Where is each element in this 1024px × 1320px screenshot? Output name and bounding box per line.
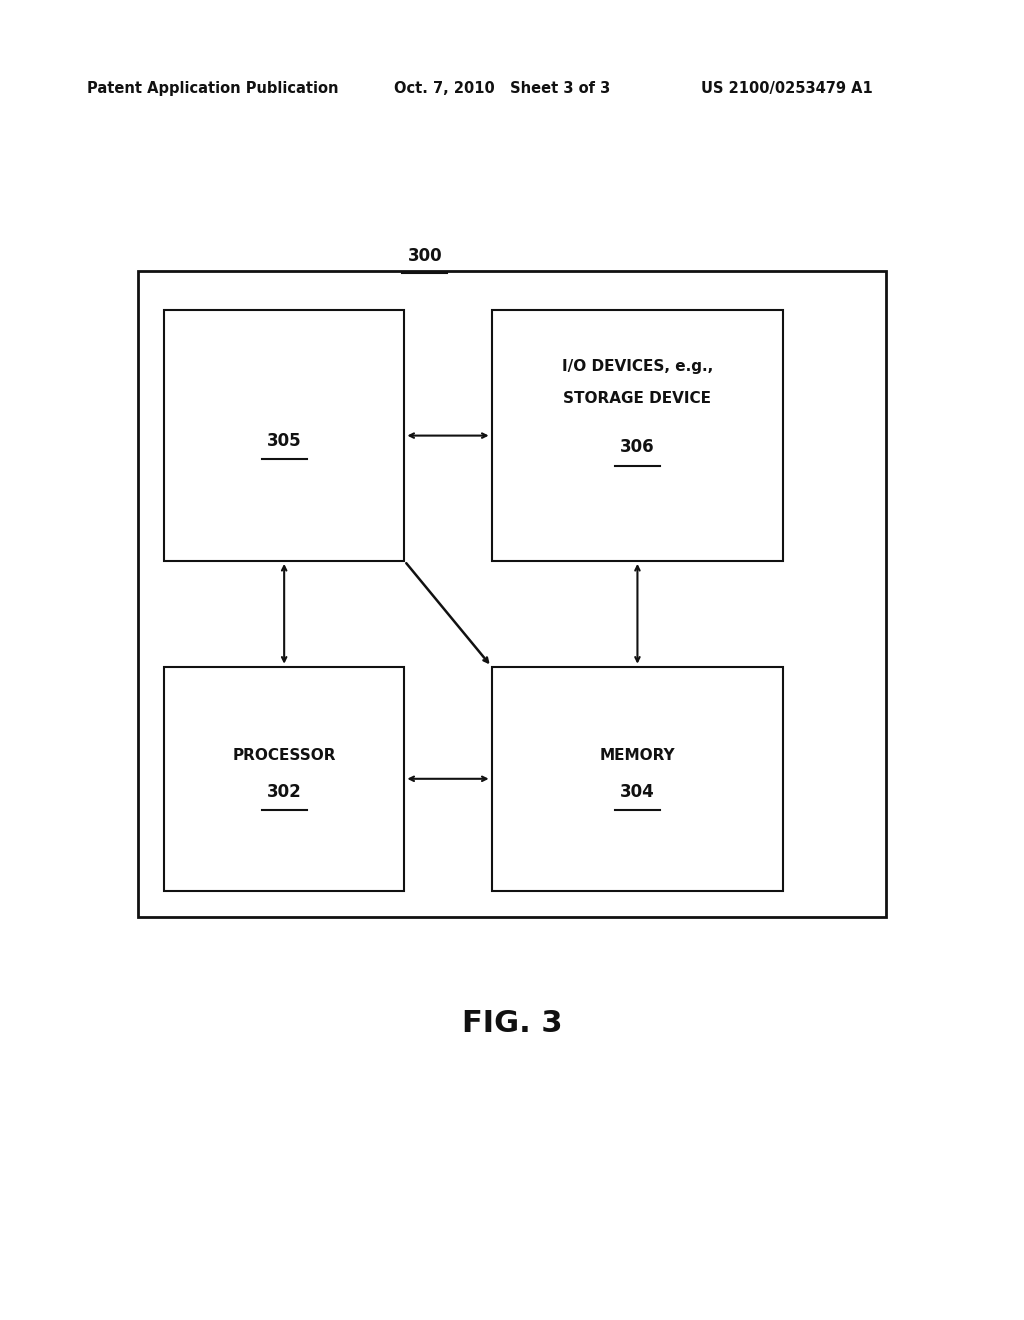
Text: 300: 300	[408, 247, 442, 265]
Bar	[492, 310, 783, 561]
Text: I/O DEVICES, e.g.,: I/O DEVICES, e.g.,	[562, 359, 713, 375]
Text: 306: 306	[621, 438, 654, 457]
Bar	[492, 667, 783, 891]
Text: 305: 305	[267, 432, 301, 450]
Text: US 2100/0253479 A1: US 2100/0253479 A1	[701, 81, 873, 96]
Text: Patent Application Publication: Patent Application Publication	[87, 81, 339, 96]
Text: 304: 304	[621, 783, 654, 801]
Bar	[164, 667, 404, 891]
Bar	[138, 271, 886, 917]
Text: Oct. 7, 2010   Sheet 3 of 3: Oct. 7, 2010 Sheet 3 of 3	[394, 81, 610, 96]
Text: STORAGE DEVICE: STORAGE DEVICE	[563, 391, 712, 407]
Text: MEMORY: MEMORY	[600, 747, 675, 763]
Text: PROCESSOR: PROCESSOR	[232, 747, 336, 763]
Text: 302: 302	[267, 783, 301, 801]
Bar	[164, 310, 404, 561]
Text: FIG. 3: FIG. 3	[462, 1008, 562, 1038]
